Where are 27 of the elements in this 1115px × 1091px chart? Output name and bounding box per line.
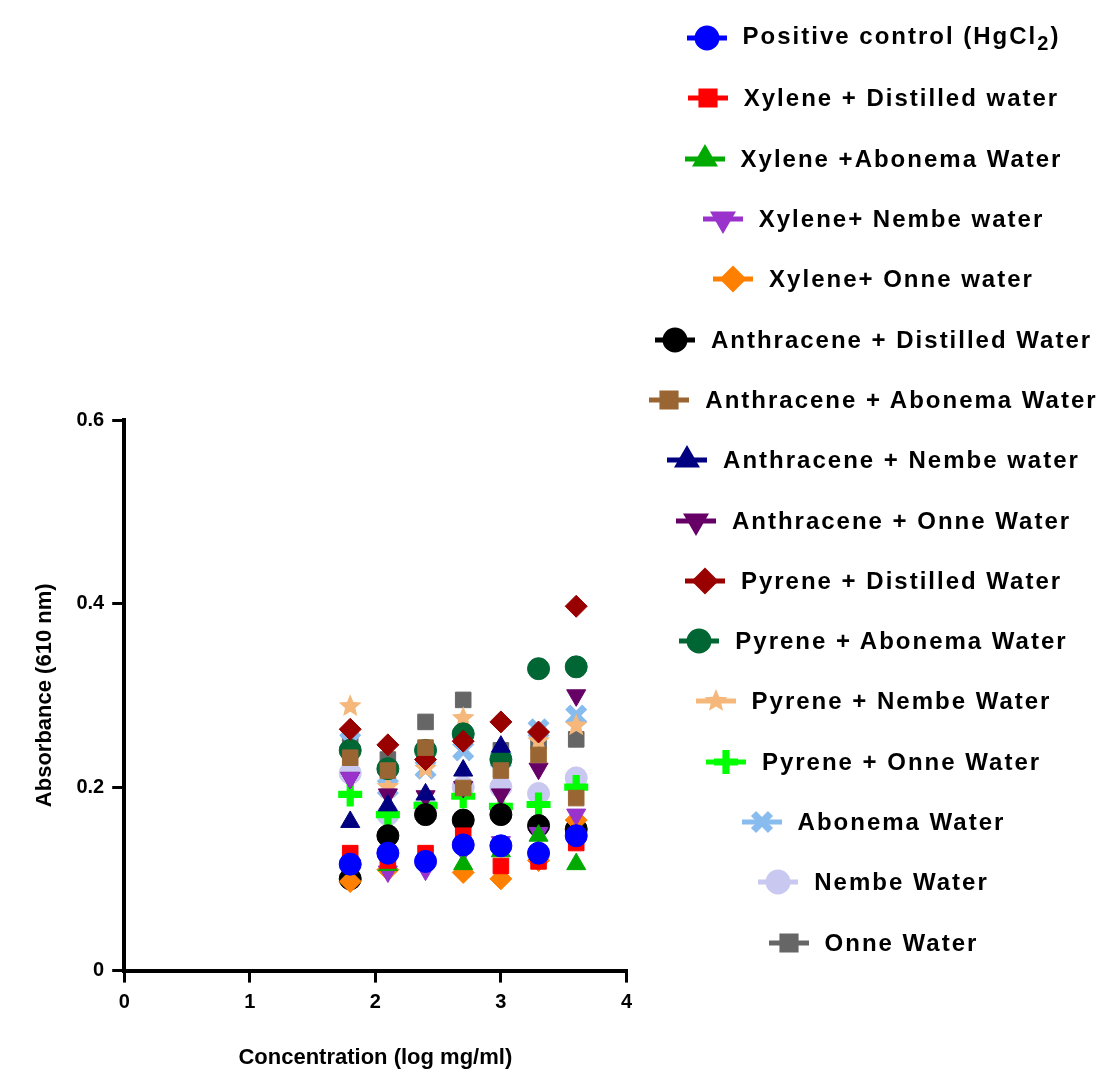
- legend-label: Pyrene + Distilled Water: [740, 566, 1063, 595]
- x-tick-label: 4: [620, 990, 633, 1013]
- x-tick-label: 1: [244, 990, 256, 1013]
- legend-label: Pyrene + Onne Water: [761, 747, 1042, 776]
- legend-label: Onne Water: [824, 928, 979, 957]
- legend-label: Anthracene + Distilled Water: [710, 325, 1093, 354]
- legend-label: Anthracene + Onne Water: [731, 506, 1072, 535]
- y-tick-label: 0.2: [76, 774, 105, 797]
- x-tick-label: 3: [495, 990, 507, 1013]
- legend-label: Xylene + Distilled water: [743, 84, 1060, 113]
- x-tick-label: 2: [369, 990, 381, 1013]
- legend-label: Pyrene + Abonema Water: [735, 627, 1068, 656]
- y-tick-label: 0.4: [76, 591, 106, 614]
- legend-label: Xylene +Abonema Water: [740, 144, 1063, 173]
- x-axis-title: Concentration (log mg/ml): [238, 1043, 513, 1069]
- legend-label: Xylene+ Nembe water: [758, 205, 1045, 234]
- legend-label: Positive control (HgCl$_{2}$): [742, 21, 1061, 55]
- y-axis-title: Absorbance (610 nm): [31, 583, 57, 808]
- legend-label: Anthracene + Nembe water: [723, 446, 1080, 475]
- legend-label: Xylene+ Onne water: [769, 265, 1034, 294]
- legend-label: Anthracene + Abonema Water: [705, 385, 1098, 414]
- y-tick-label: 0.6: [76, 407, 105, 430]
- y-tick-label: 0: [93, 958, 105, 981]
- x-tick-label: 0: [118, 990, 130, 1013]
- legend-label: Pyrene + Nembe Water: [751, 687, 1052, 716]
- legend-label: Nembe Water: [814, 868, 989, 897]
- legend-label: Abonema Water: [797, 808, 1006, 836]
